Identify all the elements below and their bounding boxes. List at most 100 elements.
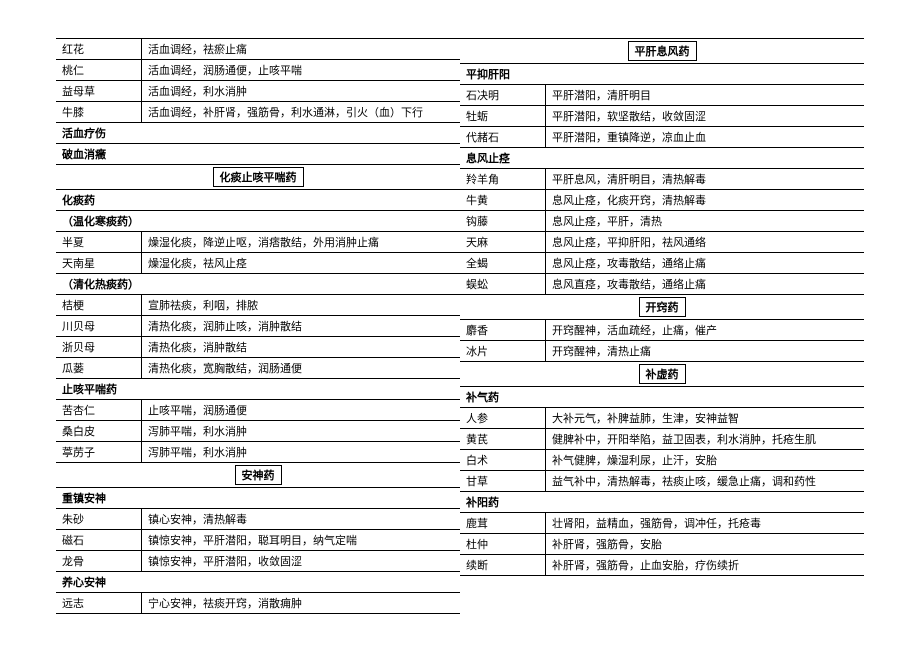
table-row: 白术补气健脾，燥湿利尿，止汗，安胎 [460,450,864,471]
herb-name: 代赭石 [460,127,546,147]
table-row: 全蝎息风止痉，攻毒散结，通络止痛 [460,253,864,274]
herb-function: 平肝潜阳，软坚散结，收敛固涩 [546,106,864,126]
table-row: 代赭石平肝潜阳，重镇降逆，凉血止血 [460,127,864,148]
table-row: 桔梗宣肺祛痰，利咽，排脓 [56,295,460,316]
subsection-label: 重镇安神 [56,488,460,508]
right-column: 平肝息风药平抑肝阳石决明平肝潜阳，清肝明目牡蛎平肝潜阳，软坚散结，收敛固涩代赭石… [460,38,864,614]
herb-name: 人参 [460,408,546,428]
table-row: 红花活血调经，祛瘀止痛 [56,39,460,60]
subsection-label: （清化热痰药） [56,274,460,294]
subsection-header: 息风止痉 [460,148,864,169]
herb-function: 平肝潜阳，重镇降逆，凉血止血 [546,127,864,147]
category-header: 安神药 [56,463,460,488]
table-row: 牛膝活血调经，补肝肾，强筋骨，利水通淋，引火（血）下行 [56,102,460,123]
herb-name: 羚羊角 [460,169,546,189]
table-row: 天麻息风止痉，平抑肝阳，祛风通络 [460,232,864,253]
table-row: 磁石镇惊安神，平肝潜阳，聪耳明目，纳气定喘 [56,530,460,551]
herb-name: 钩藤 [460,211,546,231]
category-header: 化痰止咳平喘药 [56,165,460,190]
table-row: 半夏燥湿化痰，降逆止呕，消痞散结，外用消肿止痛 [56,232,460,253]
subsection-label: 破血消癥 [56,144,460,164]
subsection-label: 化痰药 [56,190,460,210]
herb-function: 镇惊安神，平肝潜阳，聪耳明目，纳气定喘 [142,530,460,550]
table-row: 黄芪健脾补中，开阳举陷，益卫固表，利水消肿，托疮生肌 [460,429,864,450]
herb-name: 蜈蚣 [460,274,546,294]
herb-name: 葶苈子 [56,442,142,462]
herb-function: 息风止痉，平肝，清热 [546,211,864,231]
subsection-header: 补气药 [460,387,864,408]
table-row: 益母草活血调经，利水消肿 [56,81,460,102]
herb-function: 清热化痰，润肺止咳，消肿散结 [142,316,460,336]
herb-function: 泻肺平喘，利水消肿 [142,442,460,462]
herb-function: 清热化痰，消肿散结 [142,337,460,357]
table-row: 葶苈子泻肺平喘，利水消肿 [56,442,460,463]
herb-name: 桑白皮 [56,421,142,441]
table-row: 龙骨镇惊安神，平肝潜阳，收敛固涩 [56,551,460,572]
table-row: 瓜蒌清热化痰，宽胸散结，润肠通便 [56,358,460,379]
subsection-header: 止咳平喘药 [56,379,460,400]
herb-name: 朱砂 [56,509,142,529]
herb-function: 镇惊安神，平肝潜阳，收敛固涩 [142,551,460,571]
herb-function: 息风直痉，攻毒散结，通络止痛 [546,274,864,294]
category-header: 补虚药 [460,362,864,387]
herb-function: 活血调经，补肝肾，强筋骨，利水通淋，引火（血）下行 [142,102,460,122]
subsection-header: 平抑肝阳 [460,64,864,85]
herb-name: 半夏 [56,232,142,252]
table-row: 冰片开窍醒神，清热止痛 [460,341,864,362]
herb-name: 天麻 [460,232,546,252]
table-row: 苦杏仁止咳平喘，润肠通便 [56,400,460,421]
herb-name: 益母草 [56,81,142,101]
herb-function: 息风止痉，化痰开窍，清热解毒 [546,190,864,210]
subsection-label: 补阳药 [460,492,864,512]
table-row: 人参大补元气，补脾益肺，生津，安神益智 [460,408,864,429]
category-label: 化痰止咳平喘药 [213,167,304,187]
herb-name: 黄芪 [460,429,546,449]
subsection-header: （温化寒痰药） [56,211,460,232]
table-row: 钩藤息风止痉，平肝，清热 [460,211,864,232]
herb-name: 浙贝母 [56,337,142,357]
table-row: 天南星燥湿化痰，祛风止痉 [56,253,460,274]
subsection-header: 化痰药 [56,190,460,211]
category-header: 开窍药 [460,295,864,320]
table-row: 石决明平肝潜阳，清肝明目 [460,85,864,106]
table-row: 桃仁活血调经，润肠通便，止咳平喘 [56,60,460,81]
herb-name: 白术 [460,450,546,470]
herb-function: 止咳平喘，润肠通便 [142,400,460,420]
herb-function: 开窍醒神，清热止痛 [546,341,864,361]
subsection-header: （清化热痰药） [56,274,460,295]
herb-name: 瓜蒌 [56,358,142,378]
herb-function: 益气补中，清热解毒，祛痰止咳，缓急止痛，调和药性 [546,471,864,491]
herb-name: 甘草 [460,471,546,491]
herb-function: 补肝肾，强筋骨，止血安胎，疗伤续折 [546,555,864,575]
left-column: 红花活血调经，祛瘀止痛桃仁活血调经，润肠通便，止咳平喘益母草活血调经，利水消肿牛… [56,38,460,614]
herb-function: 活血调经，祛瘀止痛 [142,39,460,59]
table-row: 续断补肝肾，强筋骨，止血安胎，疗伤续折 [460,555,864,576]
herb-function: 平肝潜阳，清肝明目 [546,85,864,105]
subsection-header: 破血消癥 [56,144,460,165]
table-row: 蜈蚣息风直痉，攻毒散结，通络止痛 [460,274,864,295]
herb-name: 川贝母 [56,316,142,336]
herb-function: 活血调经，利水消肿 [142,81,460,101]
table-row: 牡蛎平肝潜阳，软坚散结，收敛固涩 [460,106,864,127]
subsection-header: 养心安神 [56,572,460,593]
herb-name: 天南星 [56,253,142,273]
subsection-label: 养心安神 [56,572,460,592]
herb-name: 杜仲 [460,534,546,554]
herb-function: 泻肺平喘，利水消肿 [142,421,460,441]
subsection-label: （温化寒痰药） [56,211,460,231]
table-row: 川贝母清热化痰，润肺止咳，消肿散结 [56,316,460,337]
subsection-label: 平抑肝阳 [460,64,864,84]
table-row: 牛黄息风止痉，化痰开窍，清热解毒 [460,190,864,211]
herb-name: 桃仁 [56,60,142,80]
herb-name: 磁石 [56,530,142,550]
subsection-header: 重镇安神 [56,488,460,509]
herb-name: 牛黄 [460,190,546,210]
category-label: 补虚药 [639,364,686,384]
herb-name: 牡蛎 [460,106,546,126]
category-label: 平肝息风药 [628,41,697,61]
herb-name: 全蝎 [460,253,546,273]
table-row: 甘草益气补中，清热解毒，祛痰止咳，缓急止痛，调和药性 [460,471,864,492]
herb-function: 活血调经，润肠通便，止咳平喘 [142,60,460,80]
herb-function: 平肝息风，清肝明目，清热解毒 [546,169,864,189]
herb-function: 健脾补中，开阳举陷，益卫固表，利水消肿，托疮生肌 [546,429,864,449]
